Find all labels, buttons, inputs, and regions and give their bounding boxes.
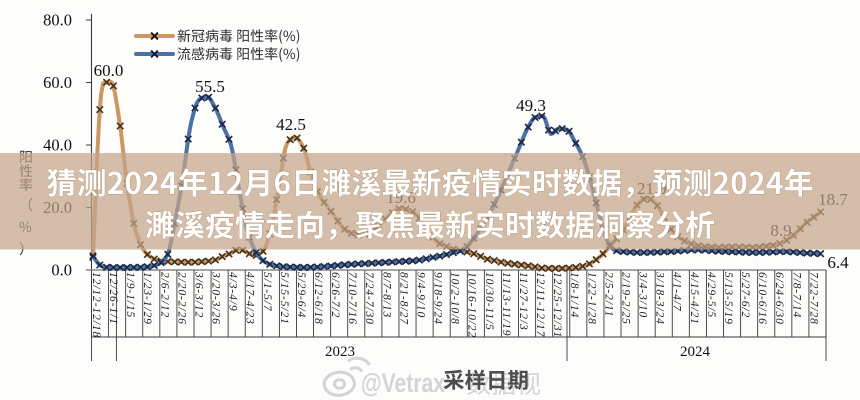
svg-text:4/29-5/5: 4/29-5/5 (705, 272, 717, 318)
svg-text:6/26-7/2: 6/26-7/2 (329, 272, 341, 318)
svg-text:9/18-9/24: 9/18-9/24 (432, 272, 444, 325)
svg-text:3/18-3/24: 3/18-3/24 (654, 271, 666, 325)
svg-text:5/27-6/2: 5/27-6/2 (739, 272, 751, 318)
svg-text:7/8-7/14: 7/8-7/14 (790, 272, 802, 318)
svg-text:80.0: 80.0 (43, 11, 72, 30)
svg-text:7/10-7/16: 7/10-7/16 (346, 272, 358, 325)
svg-text:@Vetrax: @Vetrax (361, 368, 445, 398)
svg-text:9/4-9/10: 9/4-9/10 (415, 272, 427, 318)
svg-text:2/6-2/12: 2/6-2/12 (158, 272, 170, 318)
svg-text:11/13-11/19: 11/13-11/19 (500, 272, 512, 336)
svg-text:1/23-1/29: 1/23-1/29 (141, 272, 153, 325)
svg-text:12/12-12/18: 12/12-12/18 (90, 272, 102, 338)
svg-text:40.0: 40.0 (43, 136, 72, 155)
svg-text:0.0: 0.0 (51, 261, 72, 280)
svg-text:5/1-5/7: 5/1-5/7 (261, 272, 273, 312)
svg-text:5/29-6/4: 5/29-6/4 (295, 272, 307, 318)
svg-text:8/7-8/13: 8/7-8/13 (380, 272, 392, 318)
svg-text:5/15-5/21: 5/15-5/21 (278, 272, 290, 325)
svg-text:6/12-6/18: 6/12-6/18 (312, 272, 324, 325)
svg-text:4/17-4/23: 4/17-4/23 (244, 272, 256, 325)
svg-text:4/3-4/9: 4/3-4/9 (227, 272, 239, 312)
svg-text:1/22-1/28: 1/22-1/28 (585, 272, 597, 325)
svg-text:5/13-5/19: 5/13-5/19 (722, 272, 734, 325)
svg-text:7/22-7/28: 7/22-7/28 (807, 272, 819, 325)
svg-text:49.3: 49.3 (516, 96, 546, 115)
svg-text:12/25-12/31: 12/25-12/31 (551, 272, 563, 338)
svg-text:2024: 2024 (680, 344, 711, 360)
svg-text:6/10-6/16: 6/10-6/16 (756, 272, 768, 325)
svg-text:2/19-2/25: 2/19-2/25 (620, 272, 632, 325)
svg-text:2023: 2023 (325, 344, 355, 360)
svg-text:12/11-12/17: 12/11-12/17 (534, 272, 546, 338)
svg-text:55.5: 55.5 (195, 77, 225, 96)
svg-text:42.5: 42.5 (276, 115, 306, 134)
svg-text:1/9-1/15: 1/9-1/15 (124, 272, 136, 318)
svg-text:4/1-4/7: 4/1-4/7 (671, 272, 683, 312)
svg-text:11/27-12/3: 11/27-12/3 (517, 272, 529, 331)
svg-text:10/16-10/22: 10/16-10/22 (466, 272, 478, 338)
svg-text:60.0: 60.0 (43, 73, 72, 92)
svg-text:1/8-1/14: 1/8-1/14 (568, 272, 580, 318)
svg-text:2/20-2/26: 2/20-2/26 (175, 272, 187, 325)
svg-text:2/5-2/11: 2/5-2/11 (602, 272, 614, 317)
svg-text:60.0: 60.0 (94, 61, 124, 80)
svg-text:12/26-1/1: 12/26-1/1 (107, 272, 119, 325)
svg-text:10/30-11/5: 10/30-11/5 (483, 272, 495, 331)
svg-text:6.4: 6.4 (827, 253, 849, 272)
svg-text:4/15-4/21: 4/15-4/21 (688, 272, 700, 325)
svg-text:3/4-3/10: 3/4-3/10 (637, 271, 649, 318)
svg-text:3/20-3/26: 3/20-3/26 (210, 271, 222, 325)
svg-text:8/21-8/27: 8/21-8/27 (397, 272, 409, 325)
svg-text:10/2-10/8: 10/2-10/8 (449, 272, 461, 325)
svg-text:7/24-7/30: 7/24-7/30 (363, 272, 375, 325)
svg-text:6/24-6/30: 6/24-6/30 (773, 272, 785, 325)
svg-text:3/6-3/12: 3/6-3/12 (192, 271, 204, 318)
